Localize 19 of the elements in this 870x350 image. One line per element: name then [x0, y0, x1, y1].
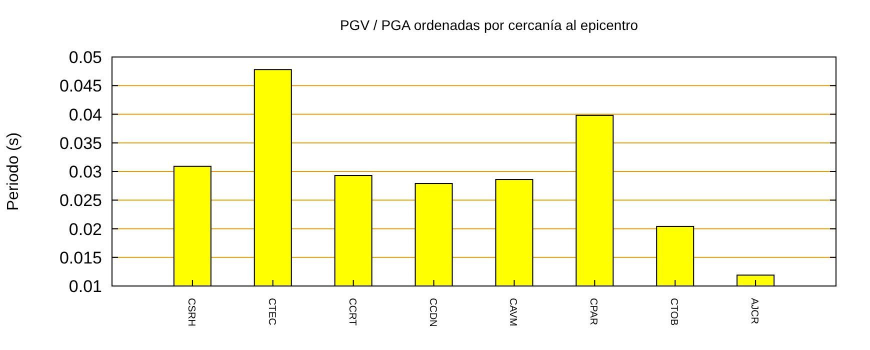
- y-axis-title: Periodo (s): [5, 132, 22, 211]
- chart-title: PGV / PGA ordenadas por cercanía al epicentro: [340, 17, 638, 33]
- y-tick-label: 0.04: [68, 105, 102, 124]
- y-tick-label: 0.03: [68, 162, 102, 182]
- y-tick-label: 0.05: [68, 48, 102, 67]
- y-tick-label: 0.02: [68, 220, 102, 239]
- x-tick-label: CPAR: [588, 298, 599, 326]
- x-tick-label: CTOB: [668, 298, 680, 326]
- y-tick-label: 0.01: [68, 277, 102, 296]
- x-tick-label: CCDN: [426, 298, 438, 327]
- y-tick-label: 0.045: [59, 76, 102, 96]
- x-tick-label: CTEC: [266, 298, 277, 326]
- x-tick-label: CSRH: [185, 298, 196, 326]
- x-tick-label: AJCR: [748, 298, 760, 324]
- y-tick-label: 0.035: [59, 134, 102, 153]
- x-tick-label: CCRT: [346, 298, 358, 326]
- y-tick-label: 0.015: [59, 248, 102, 268]
- x-tick-label: CAVM: [507, 298, 518, 326]
- y-tick-label: 0.025: [59, 191, 102, 210]
